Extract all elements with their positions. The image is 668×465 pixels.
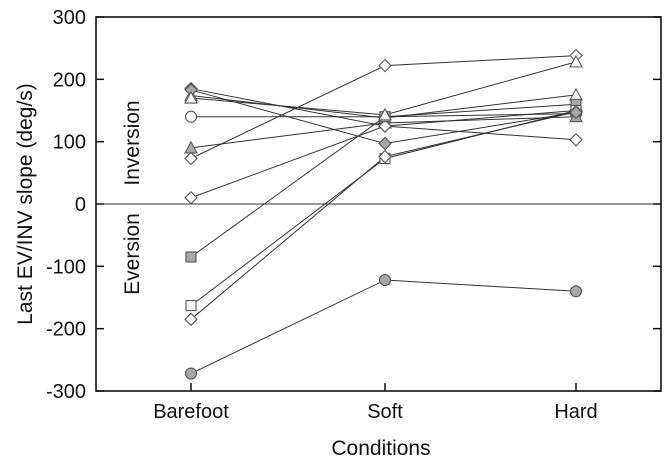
data-point-diamond xyxy=(378,136,392,151)
data-point-circle xyxy=(569,285,583,298)
data-point-triangle xyxy=(378,107,392,121)
data-point-square xyxy=(185,300,197,312)
data-point-square xyxy=(185,251,197,263)
x-tick-label: Barefoot xyxy=(153,401,229,423)
y-tick-label: -100 xyxy=(46,256,86,278)
x-axis-title: Conditions xyxy=(331,437,430,460)
y-axis-title: Last EV/INV slope (deg/s) xyxy=(14,83,37,325)
data-point-circle xyxy=(184,110,198,123)
region-label-inversion: Inversion xyxy=(121,100,144,185)
data-point-diamond xyxy=(569,105,583,120)
y-tick-label: 100 xyxy=(53,132,86,154)
data-point-triangle xyxy=(184,90,198,104)
x-tick-label: Hard xyxy=(554,401,597,423)
data-point-triangle xyxy=(569,87,583,101)
data-point-diamond xyxy=(184,190,198,205)
series-line xyxy=(190,279,577,374)
y-tick-label: -300 xyxy=(46,381,86,403)
data-point-diamond xyxy=(569,133,583,147)
data-point-circle xyxy=(378,273,392,287)
region-label-eversion: Eversion xyxy=(121,213,144,295)
y-tick-label: 0 xyxy=(75,194,86,216)
y-tick-label: 300 xyxy=(53,7,86,29)
data-point-diamond xyxy=(378,149,392,164)
x-tick-label: Soft xyxy=(367,401,403,423)
data-point-diamond xyxy=(378,58,392,73)
y-tick-label: 200 xyxy=(53,69,86,91)
data-point-diamond xyxy=(378,119,392,133)
y-tick-label: -200 xyxy=(46,319,86,341)
data-point-triangle xyxy=(569,54,583,68)
data-point-diamond xyxy=(184,312,198,327)
data-point-circle xyxy=(184,367,198,380)
data-point-diamond xyxy=(184,151,198,166)
